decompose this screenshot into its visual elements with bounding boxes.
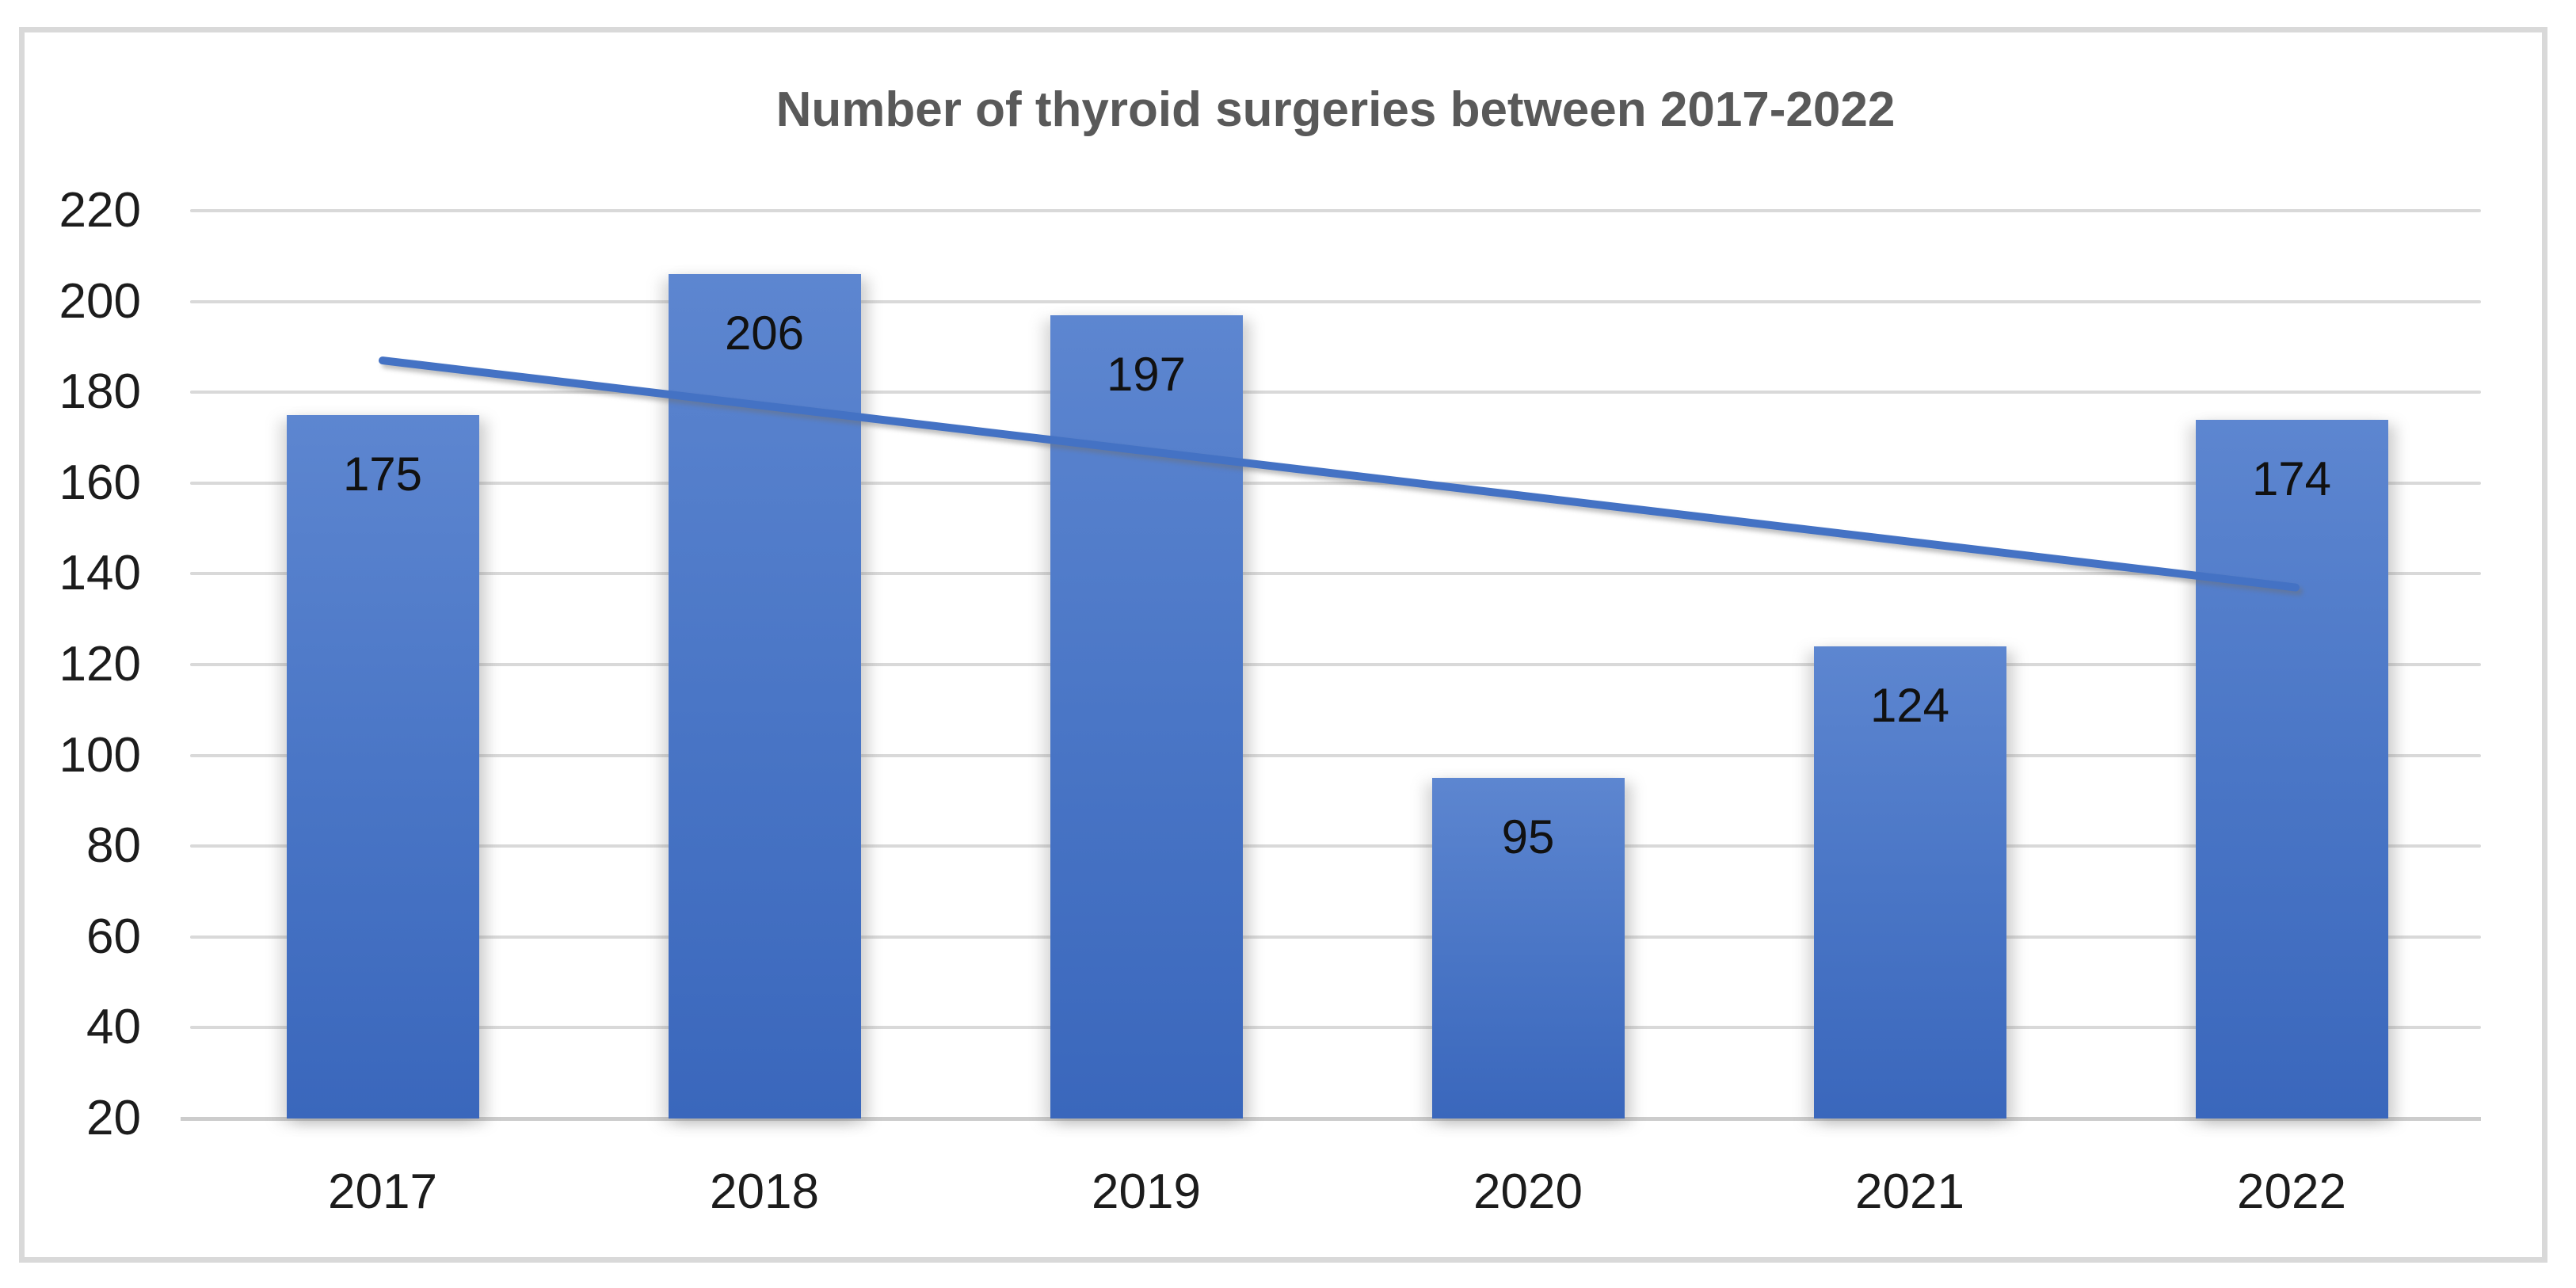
gridline-220 <box>190 209 2481 212</box>
x-axis-tick-label-2020: 2020 <box>1473 1164 1583 1219</box>
y-axis-tick-label-220: 220 <box>59 183 141 238</box>
bar-2019 <box>1050 314 1243 1118</box>
bar-2022 <box>2195 419 2388 1118</box>
x-axis-tick-label-2019: 2019 <box>1092 1164 1201 1219</box>
y-axis-tick-label-160: 160 <box>59 455 141 510</box>
y-axis-tick-label-180: 180 <box>59 364 141 420</box>
gridline-200 <box>190 299 2481 303</box>
x-axis-line <box>181 1117 2481 1121</box>
y-axis-tick-label-80: 80 <box>86 818 141 874</box>
gridline-40 <box>190 1026 2481 1030</box>
gridline-180 <box>190 391 2481 394</box>
bar-2017 <box>286 414 479 1118</box>
y-axis-tick-label-120: 120 <box>59 637 141 692</box>
gridline-120 <box>190 663 2481 666</box>
y-axis-tick-label-20: 20 <box>86 1091 141 1145</box>
bar-value-label-2022: 174 <box>2251 452 2332 505</box>
chart-title: Number of thyroid surgeries between 2017… <box>775 82 1896 137</box>
bar-value-label-2020: 95 <box>1501 810 1555 864</box>
y-axis-tick-label-140: 140 <box>59 546 141 601</box>
bar-2018 <box>668 274 861 1118</box>
y-axis-tick-label-100: 100 <box>59 727 141 783</box>
gridline-100 <box>190 753 2481 757</box>
gridline-140 <box>190 572 2481 576</box>
x-axis-tick-label-2021: 2021 <box>1855 1164 1964 1219</box>
gridline-80 <box>190 844 2481 848</box>
y-axis-tick-label-200: 200 <box>59 273 141 329</box>
gridline-60 <box>190 935 2481 939</box>
bar-value-label-2021: 124 <box>1869 679 1950 733</box>
bar-2021 <box>1813 646 2006 1118</box>
x-axis-tick-label-2018: 2018 <box>710 1164 819 1219</box>
bar-value-label-2019: 197 <box>1106 347 1187 401</box>
x-axis-tick-label-2022: 2022 <box>2237 1164 2346 1219</box>
y-axis-tick-label-40: 40 <box>86 1000 141 1055</box>
y-axis-tick-label-60: 60 <box>86 909 141 964</box>
bar-value-label-2017: 175 <box>342 447 423 501</box>
bar-2020 <box>1431 778 1625 1118</box>
gridline-160 <box>190 481 2481 485</box>
bar-value-label-2018: 206 <box>724 307 805 360</box>
x-axis-tick-label-2017: 2017 <box>328 1164 437 1219</box>
